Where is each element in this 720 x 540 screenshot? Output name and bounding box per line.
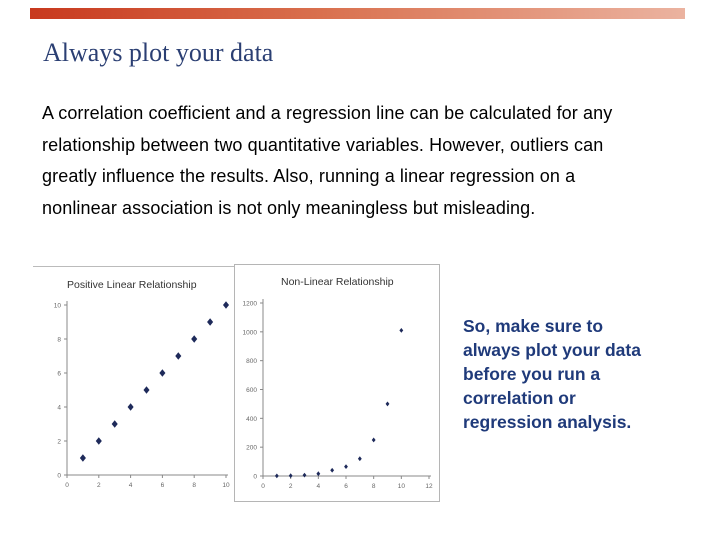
note-line: So, make sure to xyxy=(463,316,604,336)
data-point xyxy=(207,318,214,326)
x-tick-label: 2 xyxy=(97,482,101,489)
positive-linear-chart: Positive Linear Relationship 0 2 4 6 8 10 0 2 4 6 8… xyxy=(33,266,242,499)
data-point xyxy=(159,369,166,377)
data-point xyxy=(288,473,293,479)
data-point xyxy=(79,454,86,462)
data-point xyxy=(371,437,376,443)
data-point xyxy=(330,467,335,473)
y-tick-label: 6 xyxy=(57,371,61,378)
data-point xyxy=(143,386,150,394)
data-point xyxy=(95,437,102,445)
x-tick-label: 12 xyxy=(425,483,433,490)
x-tick-label: 4 xyxy=(317,483,321,490)
x-tick-label: 0 xyxy=(65,482,69,489)
y-tick-label: 400 xyxy=(246,416,257,423)
x-tick-label: 8 xyxy=(192,482,196,489)
y-tick-label: 0 xyxy=(253,474,257,481)
body-line: relationship between two quantitative va… xyxy=(42,134,604,155)
data-point xyxy=(222,301,230,309)
data-point xyxy=(399,327,404,333)
data-point xyxy=(385,401,390,407)
x-tick-label: 6 xyxy=(161,482,165,489)
note-line: regression analysis. xyxy=(463,412,632,432)
non-linear-chart: Non-Linear Relationship 0 200 400 600 800 1000… xyxy=(234,264,440,502)
note-line: always plot your data xyxy=(463,340,641,360)
data-point xyxy=(191,335,198,343)
x-tick-label: 8 xyxy=(372,483,376,490)
data-point xyxy=(316,471,321,477)
y-tick-label: 4 xyxy=(57,405,61,412)
x-tick-label: 4 xyxy=(129,482,133,489)
data-point xyxy=(344,464,348,470)
data-point xyxy=(127,403,134,411)
y-tick-label: 1000 xyxy=(243,329,258,336)
data-point xyxy=(274,473,279,479)
slide-title: Always plot your data xyxy=(43,38,274,67)
x-tick-label: 0 xyxy=(261,483,265,490)
note-line: correlation or xyxy=(463,388,576,408)
title-accent-bar xyxy=(30,8,685,19)
chart-title: Non-Linear Relationship xyxy=(281,276,394,288)
x-tick-label: 2 xyxy=(289,483,293,490)
body-line: nonlinear association is not only meanin… xyxy=(42,197,536,218)
body-line: A correlation coefficient and a regressi… xyxy=(42,103,613,123)
note-line: before you run a xyxy=(463,364,601,384)
y-tick-label: 800 xyxy=(246,358,257,365)
chart-title: Positive Linear Relationship xyxy=(67,279,197,291)
y-tick-label: 600 xyxy=(246,387,257,394)
y-tick-label: 1200 xyxy=(243,301,258,308)
y-tick-label: 10 xyxy=(54,303,62,310)
data-point xyxy=(357,456,362,462)
y-tick-label: 0 xyxy=(57,473,61,480)
non-linear-chart-svg: Non-Linear Relationship 0 200 400 600 800 1000… xyxy=(243,276,433,490)
side-note: So, make sure to always plot your data b… xyxy=(463,314,703,434)
y-tick-label: 8 xyxy=(57,337,61,344)
y-tick-label: 2 xyxy=(57,439,61,446)
body-paragraph: A correlation coefficient and a regressi… xyxy=(42,98,682,224)
x-tick-label: 10 xyxy=(398,483,406,490)
x-tick-label: 10 xyxy=(222,482,230,489)
body-line: greatly influence the results. Also, run… xyxy=(42,166,576,186)
y-tick-label: 200 xyxy=(246,445,257,452)
positive-linear-chart-svg: Positive Linear Relationship 0 2 4 6 8 10 0 2 4 6 8… xyxy=(54,279,230,489)
data-point xyxy=(111,420,118,428)
x-tick-label: 6 xyxy=(344,483,348,490)
data-point xyxy=(302,472,307,478)
data-point xyxy=(175,352,182,360)
